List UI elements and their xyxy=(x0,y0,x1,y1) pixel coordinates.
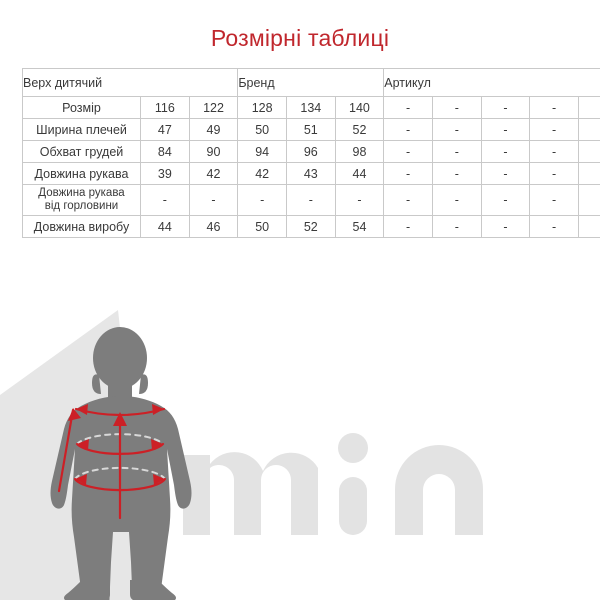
cell: - xyxy=(480,184,531,216)
cell: 47 xyxy=(140,118,190,141)
cell: 134 xyxy=(285,96,336,119)
measurement-arrowheads xyxy=(68,404,165,485)
row-label-line2: від горловини xyxy=(44,200,119,212)
cell: - xyxy=(383,140,433,163)
cell: 52 xyxy=(285,215,336,238)
cell: 46 xyxy=(188,215,239,238)
cell: - xyxy=(577,118,600,141)
row-label-sleeve-length: Довжина рукава xyxy=(22,162,141,185)
cell: - xyxy=(383,118,433,141)
cell: 96 xyxy=(285,140,336,163)
cell: 51 xyxy=(285,118,336,141)
size-table: Верх дитячий Бренд Артикул Розмір 116 12… xyxy=(21,68,600,238)
measurement-illustration xyxy=(0,255,600,600)
cell: 140 xyxy=(334,96,385,119)
cell: - xyxy=(383,162,433,185)
size-table-container: Верх дитячий Бренд Артикул Розмір 116 12… xyxy=(21,68,600,238)
table-row: Розмір 116 122 128 134 140 - - - - - xyxy=(22,96,600,119)
cell: - xyxy=(383,184,433,216)
cell: - xyxy=(140,184,190,216)
table-row: Довжина рукава 39 42 42 43 44 - - - - - xyxy=(22,162,600,185)
cell: 50 xyxy=(237,215,287,238)
cell: 50 xyxy=(237,118,287,141)
cell: - xyxy=(480,140,531,163)
cell: 122 xyxy=(188,96,239,119)
cell: 44 xyxy=(334,162,385,185)
sleeve-length-guide xyxy=(57,408,75,493)
cell: - xyxy=(383,96,433,119)
table-row: Довжина виробу 44 46 50 52 54 - - - - - xyxy=(22,215,600,238)
group-header-brand: Бренд xyxy=(237,68,385,97)
cell: - xyxy=(529,215,579,238)
cell: - xyxy=(577,215,600,238)
table-row: Ширина плечей 47 49 50 51 52 - - - - - xyxy=(22,118,600,141)
group-header-category: Верх дитячий xyxy=(21,68,239,97)
watermark-min xyxy=(183,433,483,535)
cell: 42 xyxy=(237,162,287,185)
cell: - xyxy=(431,162,482,185)
cell: 52 xyxy=(334,118,385,141)
page-title: Розмірні таблиці xyxy=(210,25,390,51)
row-label-sleeve-from-neck: Довжина рукава від горловини xyxy=(22,184,141,216)
cell: - xyxy=(431,140,482,163)
cell: - xyxy=(480,96,531,119)
cell: - xyxy=(431,184,482,216)
cell: - xyxy=(529,96,579,119)
cell: - xyxy=(529,140,579,163)
cell: - xyxy=(480,215,531,238)
table-row: Довжина рукава від горловини - - - - - - … xyxy=(22,184,600,216)
cell: - xyxy=(577,96,600,119)
cell: - xyxy=(577,184,600,216)
cell: - xyxy=(529,184,579,216)
cell: 42 xyxy=(188,162,239,185)
cell: 116 xyxy=(140,96,190,119)
cell: 98 xyxy=(334,140,385,163)
cell: 90 xyxy=(188,140,239,163)
cell: - xyxy=(529,118,579,141)
cell: - xyxy=(188,184,239,216)
cell: - xyxy=(577,162,600,185)
cell: - xyxy=(431,118,482,141)
cell: - xyxy=(431,215,482,238)
cell: 44 xyxy=(140,215,190,238)
cell: 39 xyxy=(140,162,190,185)
row-label-chest-girth: Обхват грудей xyxy=(22,140,141,163)
cell: 84 xyxy=(140,140,190,163)
cell: - xyxy=(577,140,600,163)
cell: 54 xyxy=(334,215,385,238)
cell: - xyxy=(237,184,287,216)
cell: - xyxy=(529,162,579,185)
row-label-line1: Довжина рукава xyxy=(38,187,125,200)
row-label-size: Розмір xyxy=(22,96,141,119)
cell: 94 xyxy=(237,140,287,163)
cell: - xyxy=(431,96,482,119)
cell: 43 xyxy=(285,162,336,185)
table-group-header-row: Верх дитячий Бренд Артикул xyxy=(21,68,600,97)
table-row: Обхват грудей 84 90 94 96 98 - - - - - xyxy=(22,140,600,163)
cell: - xyxy=(334,184,385,216)
group-header-article: Артикул xyxy=(383,68,600,97)
cell: - xyxy=(480,162,531,185)
cell: - xyxy=(383,215,433,238)
cell: - xyxy=(480,118,531,141)
cell: 128 xyxy=(237,96,287,119)
cell: 49 xyxy=(188,118,239,141)
cell: - xyxy=(285,184,336,216)
row-label-garment-length: Довжина виробу xyxy=(22,215,141,238)
row-label-shoulder-width: Ширина плечей xyxy=(22,118,141,141)
